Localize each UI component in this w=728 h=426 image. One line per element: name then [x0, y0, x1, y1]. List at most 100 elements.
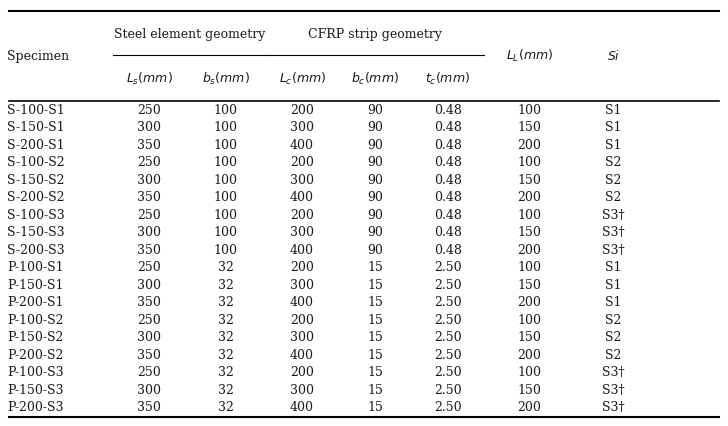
- Text: 200: 200: [290, 366, 314, 379]
- Text: 0.48: 0.48: [434, 121, 462, 134]
- Text: 350: 350: [138, 296, 161, 309]
- Text: P-200-S3: P-200-S3: [7, 401, 64, 414]
- Text: 400: 400: [290, 191, 314, 204]
- Text: S2: S2: [605, 314, 622, 327]
- Text: 32: 32: [218, 279, 234, 292]
- Text: 0.48: 0.48: [434, 244, 462, 257]
- Text: 100: 100: [214, 191, 237, 204]
- Text: 300: 300: [290, 384, 314, 397]
- Text: 400: 400: [290, 244, 314, 257]
- Text: 2.50: 2.50: [434, 261, 462, 274]
- Text: S2: S2: [605, 349, 622, 362]
- Text: 0.48: 0.48: [434, 209, 462, 222]
- Text: S-100-S1: S-100-S1: [7, 104, 65, 117]
- Text: 100: 100: [518, 261, 542, 274]
- Text: 200: 200: [290, 261, 314, 274]
- Text: 32: 32: [218, 331, 234, 344]
- Text: 200: 200: [518, 191, 542, 204]
- Text: 2.50: 2.50: [434, 296, 462, 309]
- Text: 32: 32: [218, 401, 234, 414]
- Text: 300: 300: [138, 384, 161, 397]
- Text: $b_c(mm)$: $b_c(mm)$: [351, 71, 399, 87]
- Text: S3†: S3†: [602, 226, 625, 239]
- Text: 0.48: 0.48: [434, 104, 462, 117]
- Text: 400: 400: [290, 139, 314, 152]
- Text: 200: 200: [290, 104, 314, 117]
- Text: 2.50: 2.50: [434, 331, 462, 344]
- Text: S3†: S3†: [602, 384, 625, 397]
- Text: S-200-S2: S-200-S2: [7, 191, 65, 204]
- Text: $L_L(mm)$: $L_L(mm)$: [506, 49, 553, 64]
- Text: 400: 400: [290, 401, 314, 414]
- Text: P-100-S3: P-100-S3: [7, 366, 64, 379]
- Text: 100: 100: [214, 174, 237, 187]
- Text: 300: 300: [138, 331, 161, 344]
- Text: 150: 150: [518, 331, 542, 344]
- Text: 15: 15: [367, 366, 383, 379]
- Text: S-150-S1: S-150-S1: [7, 121, 65, 134]
- Text: 90: 90: [367, 104, 383, 117]
- Text: S3†: S3†: [602, 366, 625, 379]
- Text: 15: 15: [367, 401, 383, 414]
- Text: 100: 100: [518, 209, 542, 222]
- Text: 2.50: 2.50: [434, 314, 462, 327]
- Text: 250: 250: [138, 209, 161, 222]
- Text: P-150-S3: P-150-S3: [7, 384, 64, 397]
- Text: $L_c(mm)$: $L_c(mm)$: [279, 71, 325, 87]
- Text: 250: 250: [138, 366, 161, 379]
- Text: 350: 350: [138, 401, 161, 414]
- Text: 150: 150: [518, 279, 542, 292]
- Text: S2: S2: [605, 174, 622, 187]
- Text: 15: 15: [367, 296, 383, 309]
- Text: 300: 300: [138, 226, 161, 239]
- Text: S-200-S1: S-200-S1: [7, 139, 65, 152]
- Text: 350: 350: [138, 139, 161, 152]
- Text: 90: 90: [367, 174, 383, 187]
- Text: 0.48: 0.48: [434, 191, 462, 204]
- Text: S1: S1: [605, 104, 622, 117]
- Text: S2: S2: [605, 156, 622, 169]
- Text: 300: 300: [138, 174, 161, 187]
- Text: 2.50: 2.50: [434, 349, 462, 362]
- Text: 15: 15: [367, 331, 383, 344]
- Text: S-200-S3: S-200-S3: [7, 244, 65, 257]
- Text: 100: 100: [214, 244, 237, 257]
- Text: S-100-S2: S-100-S2: [7, 156, 65, 169]
- Text: 200: 200: [518, 139, 542, 152]
- Text: 250: 250: [138, 104, 161, 117]
- Text: 15: 15: [367, 279, 383, 292]
- Text: S-150-S2: S-150-S2: [7, 174, 65, 187]
- Text: 100: 100: [214, 139, 237, 152]
- Text: 90: 90: [367, 209, 383, 222]
- Text: P-100-S1: P-100-S1: [7, 261, 64, 274]
- Text: 200: 200: [518, 401, 542, 414]
- Text: 2.50: 2.50: [434, 384, 462, 397]
- Text: 200: 200: [290, 156, 314, 169]
- Text: 100: 100: [214, 226, 237, 239]
- Text: 100: 100: [214, 104, 237, 117]
- Text: 0.48: 0.48: [434, 174, 462, 187]
- Text: 32: 32: [218, 261, 234, 274]
- Text: 200: 200: [290, 209, 314, 222]
- Text: 0.48: 0.48: [434, 226, 462, 239]
- Text: 32: 32: [218, 384, 234, 397]
- Text: $b_s(mm)$: $b_s(mm)$: [202, 71, 250, 87]
- Text: 15: 15: [367, 314, 383, 327]
- Text: Steel element geometry: Steel element geometry: [114, 28, 265, 40]
- Text: 300: 300: [290, 331, 314, 344]
- Text: 100: 100: [518, 314, 542, 327]
- Text: 300: 300: [290, 226, 314, 239]
- Text: 300: 300: [290, 174, 314, 187]
- Text: 200: 200: [290, 314, 314, 327]
- Text: 15: 15: [367, 261, 383, 274]
- Text: P-200-S2: P-200-S2: [7, 349, 63, 362]
- Text: 400: 400: [290, 349, 314, 362]
- Text: 100: 100: [214, 156, 237, 169]
- Text: 2.50: 2.50: [434, 401, 462, 414]
- Text: P-100-S2: P-100-S2: [7, 314, 64, 327]
- Text: S1: S1: [605, 296, 622, 309]
- Text: Specimen: Specimen: [7, 50, 69, 63]
- Text: 90: 90: [367, 121, 383, 134]
- Text: 90: 90: [367, 191, 383, 204]
- Text: 300: 300: [138, 279, 161, 292]
